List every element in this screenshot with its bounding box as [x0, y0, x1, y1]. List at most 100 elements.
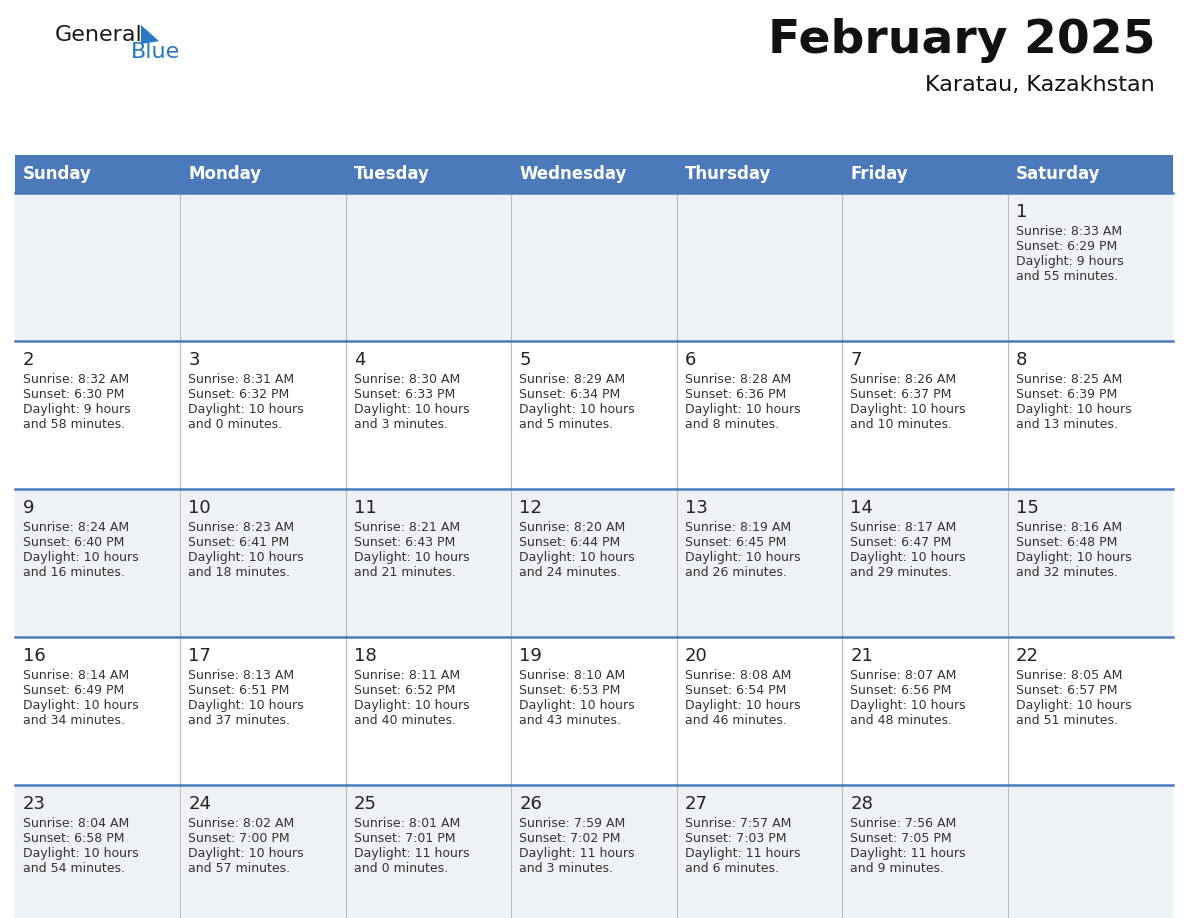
- Text: and 37 minutes.: and 37 minutes.: [189, 714, 290, 727]
- Text: and 16 minutes.: and 16 minutes.: [23, 566, 125, 579]
- Text: and 55 minutes.: and 55 minutes.: [1016, 270, 1118, 283]
- Text: and 3 minutes.: and 3 minutes.: [519, 862, 613, 875]
- Text: Sunset: 6:37 PM: Sunset: 6:37 PM: [851, 388, 952, 401]
- Text: Sunrise: 8:24 AM: Sunrise: 8:24 AM: [23, 521, 129, 534]
- Text: 18: 18: [354, 647, 377, 665]
- Text: 5: 5: [519, 351, 531, 369]
- Text: Sunset: 7:00 PM: Sunset: 7:00 PM: [189, 832, 290, 845]
- Text: Sunrise: 7:56 AM: Sunrise: 7:56 AM: [851, 817, 956, 830]
- Text: Thursday: Thursday: [684, 165, 771, 183]
- Text: Sunrise: 7:59 AM: Sunrise: 7:59 AM: [519, 817, 626, 830]
- Text: 11: 11: [354, 499, 377, 517]
- Polygon shape: [141, 25, 159, 44]
- Text: 24: 24: [189, 795, 211, 813]
- Text: Sunrise: 8:33 AM: Sunrise: 8:33 AM: [1016, 225, 1121, 238]
- Bar: [15, 341, 1173, 489]
- Text: Sunset: 7:01 PM: Sunset: 7:01 PM: [354, 832, 455, 845]
- Text: Daylight: 10 hours: Daylight: 10 hours: [684, 551, 801, 564]
- Text: Daylight: 10 hours: Daylight: 10 hours: [519, 551, 634, 564]
- Text: Saturday: Saturday: [1016, 165, 1100, 183]
- Text: 10: 10: [189, 499, 211, 517]
- Text: 21: 21: [851, 647, 873, 665]
- Text: Daylight: 10 hours: Daylight: 10 hours: [189, 551, 304, 564]
- Text: Friday: Friday: [851, 165, 908, 183]
- Text: Daylight: 10 hours: Daylight: 10 hours: [23, 847, 139, 860]
- Text: 27: 27: [684, 795, 708, 813]
- Text: Daylight: 10 hours: Daylight: 10 hours: [354, 403, 469, 416]
- Text: Daylight: 11 hours: Daylight: 11 hours: [354, 847, 469, 860]
- Text: February 2025: February 2025: [767, 18, 1155, 63]
- Text: Daylight: 10 hours: Daylight: 10 hours: [1016, 403, 1131, 416]
- Text: Sunset: 6:49 PM: Sunset: 6:49 PM: [23, 684, 125, 697]
- Text: Daylight: 10 hours: Daylight: 10 hours: [684, 403, 801, 416]
- Text: and 0 minutes.: and 0 minutes.: [354, 862, 448, 875]
- Text: Sunrise: 8:29 AM: Sunrise: 8:29 AM: [519, 373, 625, 386]
- Text: Sunrise: 8:10 AM: Sunrise: 8:10 AM: [519, 669, 626, 682]
- Text: 25: 25: [354, 795, 377, 813]
- Text: 6: 6: [684, 351, 696, 369]
- Text: Daylight: 10 hours: Daylight: 10 hours: [354, 551, 469, 564]
- Text: Sunrise: 8:07 AM: Sunrise: 8:07 AM: [851, 669, 956, 682]
- Text: Monday: Monday: [189, 165, 261, 183]
- Text: and 46 minutes.: and 46 minutes.: [684, 714, 786, 727]
- Text: Sunrise: 8:19 AM: Sunrise: 8:19 AM: [684, 521, 791, 534]
- Text: Daylight: 10 hours: Daylight: 10 hours: [354, 699, 469, 712]
- Text: 22: 22: [1016, 647, 1038, 665]
- Text: Tuesday: Tuesday: [354, 165, 430, 183]
- Text: and 29 minutes.: and 29 minutes.: [851, 566, 952, 579]
- Text: 2: 2: [23, 351, 34, 369]
- Text: and 54 minutes.: and 54 minutes.: [23, 862, 125, 875]
- Text: and 0 minutes.: and 0 minutes.: [189, 418, 283, 431]
- Text: Sunset: 6:56 PM: Sunset: 6:56 PM: [851, 684, 952, 697]
- Text: Daylight: 10 hours: Daylight: 10 hours: [189, 847, 304, 860]
- Text: and 48 minutes.: and 48 minutes.: [851, 714, 952, 727]
- Text: Daylight: 11 hours: Daylight: 11 hours: [519, 847, 634, 860]
- Text: and 43 minutes.: and 43 minutes.: [519, 714, 621, 727]
- Text: 26: 26: [519, 795, 542, 813]
- Text: 7: 7: [851, 351, 861, 369]
- Text: Sunset: 6:57 PM: Sunset: 6:57 PM: [1016, 684, 1117, 697]
- Text: 13: 13: [684, 499, 708, 517]
- Text: Sunrise: 8:21 AM: Sunrise: 8:21 AM: [354, 521, 460, 534]
- Text: Sunrise: 8:01 AM: Sunrise: 8:01 AM: [354, 817, 460, 830]
- Text: Daylight: 10 hours: Daylight: 10 hours: [519, 699, 634, 712]
- Text: Sunrise: 8:16 AM: Sunrise: 8:16 AM: [1016, 521, 1121, 534]
- Text: Sunset: 6:32 PM: Sunset: 6:32 PM: [189, 388, 290, 401]
- Text: Sunset: 7:02 PM: Sunset: 7:02 PM: [519, 832, 621, 845]
- Text: and 40 minutes.: and 40 minutes.: [354, 714, 456, 727]
- Bar: [15, 193, 1173, 341]
- Text: Sunrise: 8:26 AM: Sunrise: 8:26 AM: [851, 373, 956, 386]
- Bar: [15, 489, 1173, 637]
- Text: Karatau, Kazakhstan: Karatau, Kazakhstan: [925, 75, 1155, 95]
- Text: Sunset: 6:51 PM: Sunset: 6:51 PM: [189, 684, 290, 697]
- Text: 17: 17: [189, 647, 211, 665]
- Text: Daylight: 9 hours: Daylight: 9 hours: [1016, 255, 1123, 268]
- Text: 15: 15: [1016, 499, 1038, 517]
- Text: Sunset: 6:34 PM: Sunset: 6:34 PM: [519, 388, 620, 401]
- Text: Sunset: 6:54 PM: Sunset: 6:54 PM: [684, 684, 786, 697]
- Text: Sunset: 7:05 PM: Sunset: 7:05 PM: [851, 832, 952, 845]
- Text: Sunset: 7:03 PM: Sunset: 7:03 PM: [684, 832, 786, 845]
- Text: 3: 3: [189, 351, 200, 369]
- Text: Sunrise: 8:23 AM: Sunrise: 8:23 AM: [189, 521, 295, 534]
- Text: Sunset: 6:47 PM: Sunset: 6:47 PM: [851, 536, 952, 549]
- Text: and 51 minutes.: and 51 minutes.: [1016, 714, 1118, 727]
- Text: Sunset: 6:40 PM: Sunset: 6:40 PM: [23, 536, 125, 549]
- Text: Sunrise: 8:08 AM: Sunrise: 8:08 AM: [684, 669, 791, 682]
- Text: Sunset: 6:45 PM: Sunset: 6:45 PM: [684, 536, 786, 549]
- Text: Sunrise: 8:13 AM: Sunrise: 8:13 AM: [189, 669, 295, 682]
- Text: Daylight: 10 hours: Daylight: 10 hours: [1016, 699, 1131, 712]
- Text: Sunset: 6:48 PM: Sunset: 6:48 PM: [1016, 536, 1117, 549]
- Text: 1: 1: [1016, 203, 1026, 221]
- Text: 4: 4: [354, 351, 366, 369]
- Text: Sunrise: 8:11 AM: Sunrise: 8:11 AM: [354, 669, 460, 682]
- Text: General: General: [55, 25, 143, 45]
- Text: Daylight: 10 hours: Daylight: 10 hours: [189, 699, 304, 712]
- Text: 16: 16: [23, 647, 46, 665]
- Text: and 34 minutes.: and 34 minutes.: [23, 714, 125, 727]
- Text: and 18 minutes.: and 18 minutes.: [189, 566, 290, 579]
- Text: Sunrise: 8:17 AM: Sunrise: 8:17 AM: [851, 521, 956, 534]
- Text: Sunset: 6:44 PM: Sunset: 6:44 PM: [519, 536, 620, 549]
- Text: Sunrise: 8:04 AM: Sunrise: 8:04 AM: [23, 817, 129, 830]
- Text: Blue: Blue: [131, 42, 181, 62]
